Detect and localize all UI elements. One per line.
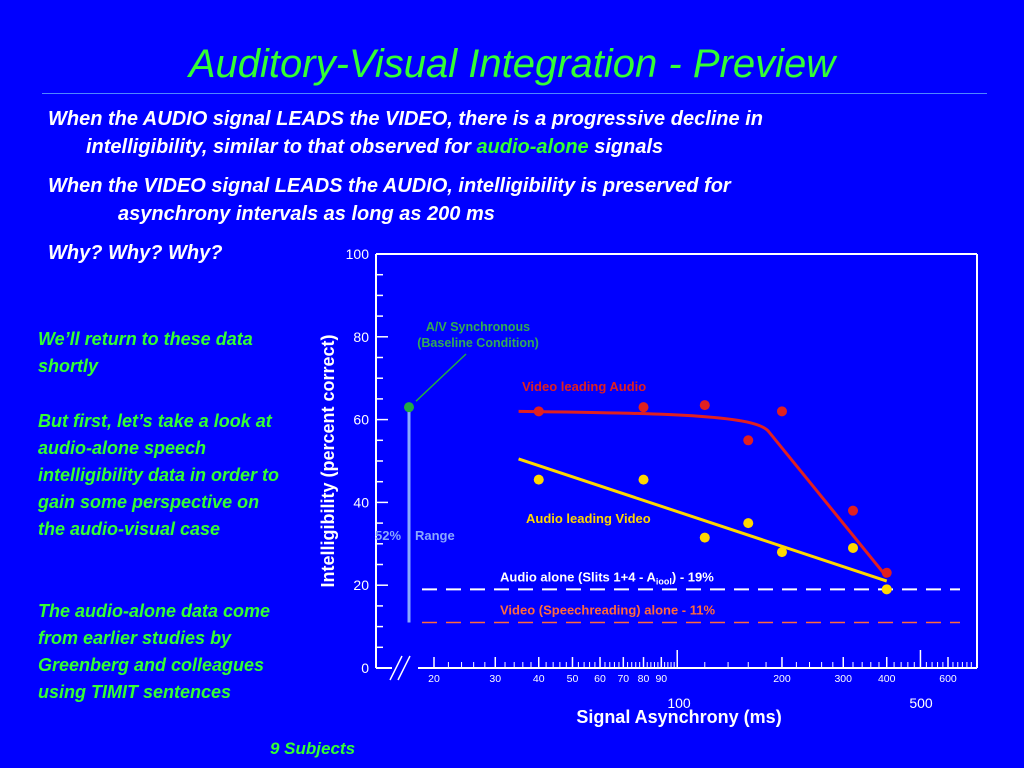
video-leading-point xyxy=(848,505,859,516)
axis-break-mark xyxy=(389,655,403,681)
subjects-note: 9 Subjects xyxy=(270,739,356,758)
y-tick-label: 40 xyxy=(353,494,369,510)
x-tick-label: 80 xyxy=(638,673,650,685)
video-leading-point xyxy=(638,402,649,413)
x-tick-label: 40 xyxy=(533,673,545,685)
video-leading-point xyxy=(743,435,754,446)
audio-leading-point xyxy=(848,542,859,553)
audio-alone-label-end: ) - 19% xyxy=(672,569,714,584)
video-leading-points xyxy=(533,400,892,578)
y-tick-label: 60 xyxy=(353,412,369,428)
y-tick-label: 100 xyxy=(346,246,370,262)
asynchrony-chart: Intelligibility (percent correct) Signal… xyxy=(318,246,978,727)
baseline-pointer xyxy=(415,353,467,402)
axis-break-mark xyxy=(397,655,411,681)
bullet-audio-leads: When the AUDIO signal LEADS the VIDEO, t… xyxy=(48,105,1008,161)
speechreading-reference-label: Video (Speechreading) alone - 11% xyxy=(500,602,715,617)
side-note-source: The audio-alone data come from earlier s… xyxy=(38,601,271,702)
x-axis-100: 100 xyxy=(667,695,691,711)
audio-leading-point xyxy=(533,474,544,485)
audio-leading-point xyxy=(699,532,710,543)
x-axis-500: 500 xyxy=(909,695,933,711)
audio-leading-point xyxy=(638,474,649,485)
video-leading-point xyxy=(881,567,892,578)
y-axis-label: Intelligibility (percent correct) xyxy=(318,334,338,587)
baseline-point xyxy=(404,402,414,413)
x-tick-label: 60 xyxy=(594,673,606,685)
x-axis-label: Signal Asynchrony (ms) xyxy=(576,707,781,727)
y-tick-label: 0 xyxy=(361,660,369,676)
bullet-audio-leads-line2: intelligibility, similar to that observe… xyxy=(48,133,1008,161)
side-note-return: We’ll return to these data shortly xyxy=(38,329,253,376)
bullet-video-leads-line1: When the VIDEO signal LEADS the AUDIO, i… xyxy=(48,175,731,197)
y-tick-label: 80 xyxy=(353,329,369,345)
range-word-label: Range xyxy=(415,528,455,543)
bullet-why: Why? Why? Why? xyxy=(48,242,223,264)
y-tick-labels: 0 20 40 60 80 100 xyxy=(346,246,370,676)
x-tick-label: 50 xyxy=(567,673,579,685)
x-tick-label: 200 xyxy=(773,673,791,685)
audio-alone-label-start: Audio alone (Slits 1+4 - A xyxy=(500,569,657,584)
audio-alone-reference-label: Audio alone (Slits 1+4 - Aiool) - 19% xyxy=(500,569,714,586)
video-leading-point xyxy=(699,400,710,411)
range-percent-label: 52% xyxy=(375,528,401,543)
audio-alone-highlight: audio-alone xyxy=(476,136,589,158)
baseline-label-line1: A/V Synchronous xyxy=(426,320,530,334)
x-tick-label: 70 xyxy=(617,673,629,685)
x-tick-label: 600 xyxy=(939,673,957,685)
x-tick-labels: 20 30 40 50 60 70 80 90 200 300 400 600 xyxy=(428,650,957,685)
y-minor-ticks xyxy=(376,253,388,669)
x-tick-label: 300 xyxy=(834,673,852,685)
video-leading-label: Video leading Audio xyxy=(522,379,646,394)
video-leading-fit-curve xyxy=(518,409,888,578)
audio-leading-points xyxy=(533,474,892,595)
audio-leading-fit-line xyxy=(518,457,888,583)
bullet-video-leads-line2: asynchrony intervals as long as 200 ms xyxy=(118,203,495,225)
video-leading-point xyxy=(776,406,787,417)
x-tick-label: 400 xyxy=(878,673,896,685)
x-tick-label: 20 xyxy=(428,673,440,685)
audio-alone-label-subscript: iool xyxy=(656,576,672,586)
baseline-label-line2: (Baseline Condition) xyxy=(417,336,539,350)
audio-leading-point xyxy=(743,518,754,529)
bullet-audio-leads-line2-start: intelligibility, similar to that observe… xyxy=(86,136,477,158)
y-tick-label: 20 xyxy=(353,577,369,593)
x-tick-label: 30 xyxy=(489,673,501,685)
side-note-perspective: But first, let’s take a look at audio-al… xyxy=(38,411,280,539)
bullet-audio-leads-line2-end: signals xyxy=(588,136,664,158)
audio-leading-point xyxy=(776,547,787,558)
audio-leading-label: Audio leading Video xyxy=(526,511,651,526)
bullet-audio-leads-line1: When the AUDIO signal LEADS the VIDEO, t… xyxy=(48,108,763,130)
audio-leading-point xyxy=(881,584,892,595)
bullet-video-leads: When the VIDEO signal LEADS the AUDIO, i… xyxy=(48,172,1008,228)
title-divider xyxy=(42,93,987,94)
video-leading-point xyxy=(533,406,544,417)
x-tick-label: 90 xyxy=(655,673,667,685)
slide-title: Auditory-Visual Integration - Preview xyxy=(188,42,836,86)
